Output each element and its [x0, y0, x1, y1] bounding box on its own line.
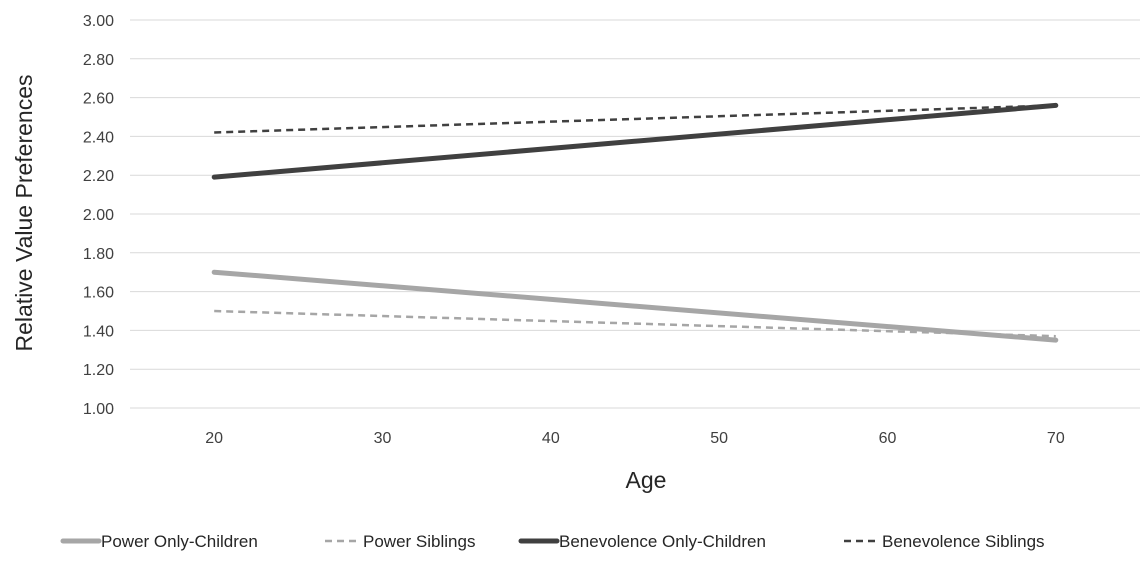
y-axis-title: Relative Value Preferences [11, 75, 37, 352]
y-tick-label: 2.60 [83, 91, 114, 108]
x-axis-title: Age [626, 467, 667, 493]
y-tick-label: 2.40 [83, 129, 114, 146]
y-tick-label: 2.80 [83, 52, 114, 69]
gridlines [130, 19, 1140, 409]
x-tick-label: 70 [1047, 430, 1065, 447]
series-line-benevolence-only-children [211, 102, 1059, 180]
y-tick-label: 1.00 [83, 401, 114, 418]
legend-label: Benevolence Siblings [882, 532, 1045, 551]
y-tick-label: 1.80 [83, 246, 114, 263]
legend-label: Power Only-Children [101, 532, 258, 551]
y-tick-label: 1.20 [83, 362, 114, 379]
y-tick-label: 1.60 [83, 285, 114, 302]
y-tick-label: 2.00 [83, 207, 114, 224]
series-line-power-siblings [214, 309, 1056, 338]
y-tick-label: 3.00 [83, 13, 114, 30]
x-tick-label: 50 [710, 430, 728, 447]
y-axis-ticks: 1.00 1.20 1.40 1.60 1.80 2.00 2.20 2.40 2.60 2.80… [83, 13, 114, 418]
legend: Power Only-Children Power Siblings Benevol… [60, 532, 1045, 551]
legend-label: Power Siblings [363, 532, 475, 551]
series-line-benevolence-siblings [214, 104, 1056, 134]
x-axis-ticks: 20 30 40 50 60 70 [205, 430, 1065, 447]
y-tick-label: 1.40 [83, 323, 114, 340]
series-lines [211, 102, 1059, 343]
x-tick-label: 60 [879, 430, 897, 447]
series-line-power-only-children [211, 269, 1059, 343]
x-tick-label: 20 [205, 430, 223, 447]
x-tick-label: 30 [374, 430, 392, 447]
y-tick-label: 2.20 [83, 168, 114, 185]
legend-label: Benevolence Only-Children [559, 532, 766, 551]
x-tick-label: 40 [542, 430, 560, 447]
